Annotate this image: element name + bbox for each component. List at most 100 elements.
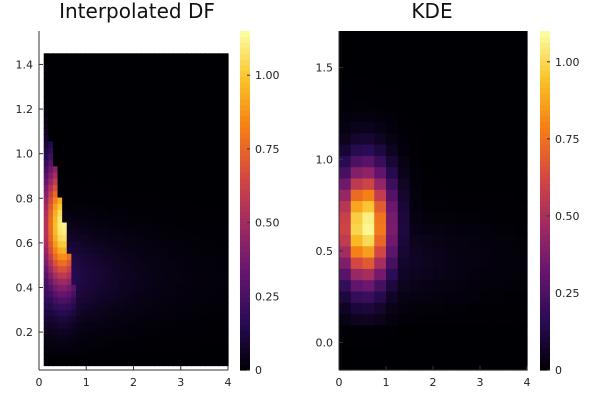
- heatmap-cell: [85, 296, 91, 304]
- heatmap-cell: [223, 203, 229, 211]
- heatmap-cell: [85, 290, 91, 298]
- heatmap-cell: [140, 115, 146, 123]
- heatmap-cell: [48, 209, 54, 217]
- heatmap-cell: [99, 65, 105, 73]
- heatmap-cell: [181, 134, 188, 142]
- heatmap-cell: [433, 121, 446, 134]
- heatmap-cell: [89, 315, 96, 323]
- heatmap-cell: [209, 246, 215, 254]
- heatmap-cell: [103, 359, 109, 367]
- heatmap-cell: [177, 290, 183, 298]
- heatmap-cell: [66, 97, 72, 104]
- heatmap-cell: [62, 253, 68, 260]
- heatmap-cell: [99, 109, 105, 117]
- heatmap-cell: [52, 340, 59, 348]
- heatmap-cell: [140, 296, 146, 304]
- colorbar-segment: [540, 313, 550, 320]
- heatmap-cell: [99, 221, 105, 229]
- heatmap-cell: [374, 336, 387, 348]
- heatmap-cell: [515, 166, 528, 179]
- heatmap-cell: [168, 109, 174, 117]
- heatmap-cell: [195, 315, 201, 323]
- heatmap-cell: [374, 313, 387, 326]
- heatmap-cell: [209, 184, 215, 192]
- heatmap-cell: [145, 215, 151, 223]
- heatmap-cell: [43, 315, 49, 323]
- heatmap-cell: [168, 171, 174, 179]
- heatmap-cell: [85, 78, 91, 86]
- heatmap-cell: [386, 177, 399, 190]
- heatmap-cell: [186, 259, 192, 267]
- heatmap-cell: [43, 346, 49, 354]
- heatmap-cell: [145, 178, 151, 186]
- heatmap-cell: [491, 155, 505, 168]
- heatmap-cell: [103, 240, 109, 248]
- heatmap-cell: [140, 290, 146, 298]
- heatmap-cell: [409, 302, 422, 315]
- heatmap-cell: [386, 336, 399, 348]
- heatmap-cell: [209, 134, 215, 142]
- heatmap-cell: [456, 268, 469, 281]
- heatmap-cell: [409, 166, 422, 179]
- heatmap-cell: [181, 328, 188, 335]
- heatmap-cell: [168, 346, 174, 354]
- heatmap-cell: [48, 221, 54, 229]
- heatmap-cell: [163, 290, 169, 298]
- heatmap-cell: [149, 59, 155, 67]
- heatmap-cell: [75, 134, 82, 142]
- heatmap-cell: [214, 359, 220, 367]
- heatmap-cell: [172, 284, 178, 292]
- heatmap-cell: [433, 302, 446, 315]
- heatmap-cell: [149, 334, 155, 342]
- heatmap-cell: [89, 78, 96, 86]
- heatmap-cell: [214, 146, 220, 154]
- heatmap-cell: [468, 110, 481, 122]
- heatmap-cell: [99, 53, 105, 61]
- heatmap-cell: [103, 278, 109, 285]
- heatmap-cell: [112, 215, 119, 223]
- heatmap-cell: [362, 257, 375, 269]
- heatmap-cell: [186, 196, 192, 204]
- heatmap-cell: [71, 315, 77, 323]
- heatmap-cell: [168, 340, 174, 348]
- heatmap-cell: [43, 97, 49, 104]
- heatmap-cell: [409, 358, 422, 371]
- heatmap-cell: [209, 78, 215, 86]
- heatmap-cells: [339, 31, 528, 371]
- heatmap-cell: [350, 76, 364, 89]
- heatmap-cell: [52, 78, 59, 86]
- heatmap-cell: [71, 265, 77, 273]
- colorbar-tick-label: 0.50: [555, 210, 580, 223]
- heatmap-cell: [75, 240, 82, 248]
- heatmap-cell: [515, 336, 528, 348]
- heatmap-cell: [186, 309, 192, 317]
- heatmap-cell: [214, 353, 220, 360]
- heatmap-cell: [99, 290, 105, 298]
- heatmap-cell: [195, 184, 201, 192]
- heatmap-cell: [204, 146, 211, 154]
- heatmap-cell: [223, 253, 229, 260]
- heatmap-cell: [149, 121, 155, 129]
- heatmap-cell: [52, 303, 59, 310]
- heatmap-cell: [112, 203, 119, 211]
- heatmap-cell: [89, 240, 96, 248]
- heatmap-cell: [145, 278, 151, 285]
- heatmap-cell: [66, 328, 72, 335]
- heatmap-cell: [163, 178, 169, 186]
- heatmap-cell: [350, 347, 364, 360]
- heatmap-cell: [75, 109, 82, 117]
- heatmap-cell: [66, 228, 72, 235]
- heatmap-cell: [200, 246, 206, 254]
- heatmap-cell: [140, 353, 146, 360]
- heatmap-cell: [131, 353, 137, 360]
- heatmap-cell: [195, 253, 201, 260]
- heatmap-cell: [71, 215, 77, 223]
- heatmap-cell: [374, 110, 387, 122]
- heatmap-cell: [122, 178, 128, 186]
- heatmap-cell: [503, 121, 516, 134]
- heatmap-cell: [204, 321, 211, 329]
- heatmap-cell: [433, 189, 446, 202]
- heatmap-cell: [112, 140, 119, 148]
- heatmap-cell: [145, 340, 151, 348]
- heatmap-cell: [108, 78, 114, 86]
